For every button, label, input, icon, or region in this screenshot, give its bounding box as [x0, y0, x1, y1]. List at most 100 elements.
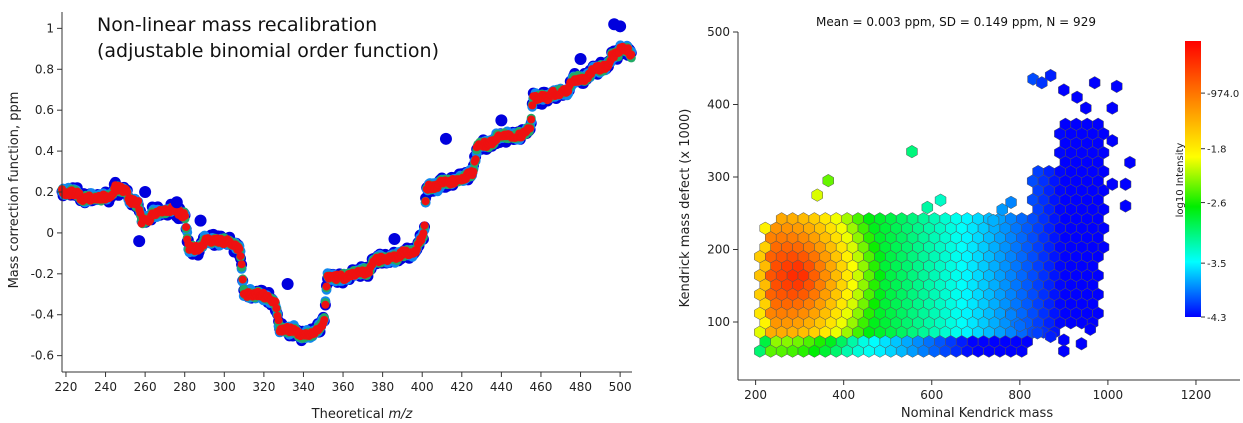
hex-cell: [1048, 287, 1061, 301]
hex-cell: [852, 250, 864, 264]
hex-cell: [1076, 240, 1088, 254]
hex-cell: [966, 297, 979, 311]
hex-cell: [1032, 165, 1044, 179]
hex-cell: [1059, 306, 1072, 320]
hex-cell: [770, 335, 782, 349]
hex-cell: [759, 316, 771, 330]
hex-cell: [961, 231, 973, 245]
hex-cell: [977, 240, 990, 254]
hex-cell: [792, 297, 804, 311]
hex-cell: [797, 287, 810, 301]
hex-cell: [939, 306, 952, 320]
hex-cell: [1032, 221, 1044, 235]
colorbar-tick-label: -3.5: [1207, 259, 1227, 270]
hex-cell: [885, 212, 897, 226]
hex-cell: [906, 287, 919, 301]
hex-cell: [1081, 250, 1093, 264]
hex-cell: [955, 316, 968, 330]
hex-cell: [983, 287, 995, 301]
hex-cell: [1065, 127, 1077, 141]
hex-cell: [934, 193, 947, 207]
hex-cell: [934, 335, 946, 349]
hex-cell: [945, 316, 957, 330]
y-tick-label: 500: [707, 25, 730, 39]
hex-cell: [895, 250, 908, 264]
hex-cell: [1086, 221, 1099, 235]
hex-cell: [1097, 240, 1110, 254]
hex-cell: [786, 325, 799, 339]
hex-cell: [988, 221, 1001, 235]
hex-cell: [841, 268, 853, 283]
hex-cell: [1086, 127, 1099, 141]
hex-cell: [852, 306, 864, 320]
hex-cell: [983, 306, 995, 320]
hex-cell: [1043, 259, 1055, 273]
hex-cell: [1021, 297, 1033, 311]
hex-cell: [786, 212, 799, 226]
hex-cell: [999, 278, 1012, 292]
hex-cell: [1076, 165, 1088, 179]
hex-cell: [830, 212, 842, 226]
hex-cell: [923, 221, 935, 235]
hex-cell: [808, 250, 821, 264]
hex-cell: [1037, 306, 1050, 320]
x-tick-label: 320: [252, 380, 275, 394]
outlier-point: [388, 233, 401, 246]
hex-cell: [917, 306, 930, 320]
hex-cell: [775, 250, 788, 264]
hex-cell: [895, 231, 908, 245]
hex-cell: [1070, 155, 1082, 169]
hex-cell: [901, 278, 913, 292]
hex-cell: [890, 316, 902, 330]
hex-cell: [879, 297, 892, 311]
hex-cell: [977, 278, 990, 292]
hex-cell: [874, 231, 886, 245]
hex-cell: [879, 259, 892, 273]
hex-cell: [830, 250, 842, 264]
hex-cell: [1081, 155, 1093, 169]
hex-cell: [1026, 212, 1039, 226]
hex-cell: [770, 259, 782, 273]
hex-cell: [1059, 212, 1072, 226]
hex-cell: [988, 278, 1001, 292]
hex-cell: [906, 231, 919, 245]
hex-cell: [1088, 76, 1101, 90]
hex-cell: [835, 221, 848, 235]
hex-cell: [1016, 250, 1028, 264]
hex-cell: [1106, 134, 1119, 148]
colorbar-ticks: -974.0 m -1.8 -2.6 -3.5 -4.3: [1201, 89, 1243, 324]
hex-cell: [1076, 183, 1088, 198]
hex-cell: [803, 297, 815, 311]
hex-cell: [955, 335, 968, 349]
hex-cell: [1076, 221, 1088, 235]
hex-cell: [1086, 165, 1099, 179]
hex-cell: [988, 335, 1001, 349]
hex-cell: [1092, 287, 1104, 301]
hex-cell: [950, 306, 962, 320]
hex-cell: [852, 212, 864, 226]
hex-cell: [996, 203, 1008, 217]
hex-cell: [868, 316, 881, 330]
hex-cell: [808, 212, 821, 226]
hex-cell: [1081, 306, 1093, 320]
hex-cell: [1048, 174, 1061, 188]
hex-cell: [1043, 183, 1055, 198]
x-axis-label: Theoretical m/z: [311, 407, 414, 422]
hex-cell: [1010, 240, 1022, 254]
hex-cell: [1005, 344, 1017, 358]
hex-cell: [939, 231, 952, 245]
hex-cell: [868, 278, 881, 292]
hex-cell: [955, 297, 968, 311]
hex-cell: [835, 259, 848, 273]
hex-cell: [765, 287, 777, 301]
hex-cell: [841, 250, 853, 264]
hex-cell: [950, 212, 962, 226]
hex-cell: [1076, 278, 1088, 292]
hex-cell: [912, 297, 924, 311]
hex-cell: [999, 316, 1012, 330]
hex-cell: [825, 316, 837, 330]
hex-cell: [1005, 268, 1017, 283]
hex-cell: [1058, 344, 1070, 358]
data-point: [421, 197, 430, 206]
data-point: [134, 197, 143, 206]
